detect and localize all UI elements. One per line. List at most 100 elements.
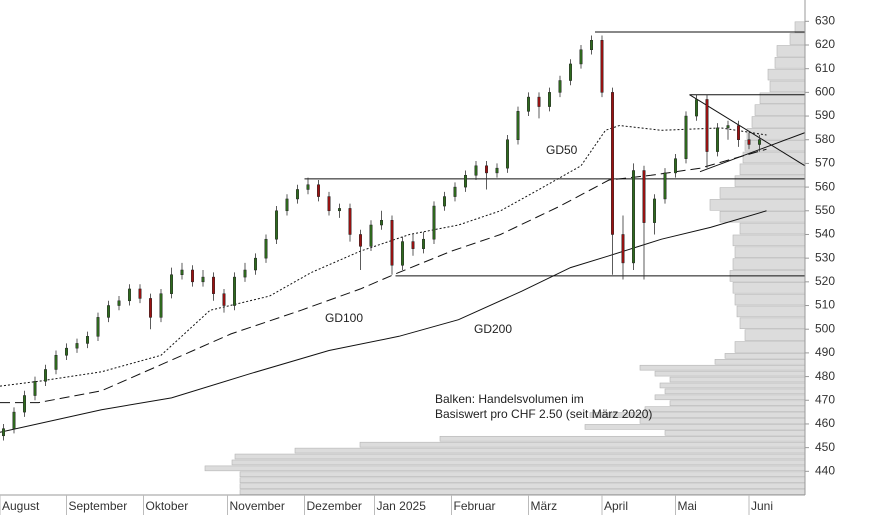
volume-bar	[734, 341, 806, 353]
candle-body	[674, 158, 677, 174]
candle-body	[170, 274, 173, 294]
candle-body	[653, 198, 656, 223]
candle-body	[296, 189, 299, 200]
candle-body	[180, 269, 184, 275]
candle-body	[338, 208, 341, 212]
candle-body	[726, 125, 730, 129]
y-tick-label: 450	[815, 440, 835, 454]
volume-bar	[724, 353, 806, 359]
candle-body	[96, 317, 100, 337]
candle-body	[243, 269, 247, 278]
volume-bar	[734, 293, 806, 306]
x-tick-label: März	[531, 499, 558, 513]
x-tick-label: September	[69, 499, 128, 513]
candle-body	[44, 369, 47, 382]
x-tick-label: Februar	[454, 499, 496, 513]
trend-line	[689, 94, 806, 167]
volume-bar	[744, 139, 806, 152]
x-tick-label: April	[604, 499, 628, 513]
x-tick-label: August	[2, 499, 40, 513]
volume-layer	[204, 21, 806, 495]
y-tick-label: 580	[815, 132, 835, 146]
candle-body	[107, 305, 110, 318]
candle-body	[327, 196, 331, 212]
volume-bar	[732, 234, 806, 247]
volume-bar	[736, 305, 806, 318]
candle-body	[621, 234, 625, 264]
volume-bar	[719, 187, 806, 199]
candle-body	[758, 139, 761, 145]
volume-bar	[789, 33, 806, 45]
candle-body	[369, 224, 373, 247]
volume-bar	[794, 21, 806, 33]
volume-bar	[439, 435, 806, 442]
candle-body	[128, 288, 131, 302]
y-tick-label: 620	[815, 37, 835, 51]
candle-body	[464, 175, 467, 188]
candle-body	[285, 198, 289, 212]
candle-body	[579, 49, 583, 65]
y-tick-label: 460	[815, 416, 835, 430]
candle-body	[432, 205, 436, 240]
y-tick-label: 530	[815, 250, 835, 264]
x-tick-label: Oktober	[146, 499, 189, 513]
y-tick-label: 560	[815, 179, 835, 193]
candle-body	[86, 336, 89, 344]
candle-body	[306, 184, 310, 190]
candle-body	[453, 186, 457, 197]
volume-bar	[669, 376, 806, 383]
candle-body	[275, 210, 278, 240]
candle-body	[600, 40, 604, 93]
volume-bar	[669, 400, 806, 406]
candle-body	[390, 220, 394, 266]
y-tick-label: 550	[815, 203, 835, 217]
candle-body	[632, 170, 635, 264]
volume-bar	[746, 128, 806, 140]
y-tick-label: 510	[815, 298, 835, 312]
y-tick-label: 600	[815, 85, 835, 99]
volume-bar	[744, 329, 806, 341]
y-tick-label: 630	[815, 13, 835, 27]
volume-bar	[231, 459, 806, 466]
axis-layer: 440 450 460 470 480 490 500 510 520 530 540 550 560 5…	[0, 0, 835, 515]
volume-bar	[639, 418, 806, 424]
candle-body	[537, 96, 541, 107]
candle-body	[2, 428, 5, 437]
candle-body	[705, 99, 709, 152]
moving-average	[0, 210, 767, 433]
x-tick-label: Jan 2025	[377, 499, 427, 513]
annotation-gd100: GD100	[325, 311, 363, 325]
candle-body	[33, 381, 37, 396]
volume-bar	[774, 57, 806, 69]
y-tick-label: 590	[815, 108, 835, 122]
candle-body	[485, 165, 488, 174]
x-tick-label: Mai	[678, 499, 697, 513]
volume-bar	[664, 388, 806, 395]
candle-body	[737, 125, 740, 140]
candle-body	[422, 238, 425, 249]
candle-body	[233, 276, 236, 306]
candle-body	[54, 355, 58, 370]
candle-body	[558, 80, 562, 93]
candle-body	[212, 276, 215, 294]
volume-bar	[739, 163, 806, 176]
volume-bar	[664, 430, 806, 436]
candle-body	[716, 127, 719, 152]
volume-bar	[204, 465, 806, 472]
candle-body	[149, 298, 152, 318]
y-tick-label: 540	[815, 227, 835, 241]
volume-bar	[767, 68, 806, 81]
volume-bar	[294, 447, 806, 454]
volume-bar	[732, 258, 806, 270]
volume-note: Basiswert pro CHF 2.50 (seit März 2020)	[435, 407, 652, 421]
volume-bar	[709, 199, 806, 211]
trend-line	[699, 132, 806, 173]
y-tick-label: 480	[815, 369, 835, 383]
candle-body	[117, 300, 121, 306]
volume-bar	[751, 116, 806, 128]
y-tick-label: 500	[815, 321, 835, 335]
candle-body	[348, 208, 352, 235]
candle-body	[506, 139, 509, 169]
candle-body	[254, 257, 257, 271]
candle-body	[23, 395, 26, 413]
